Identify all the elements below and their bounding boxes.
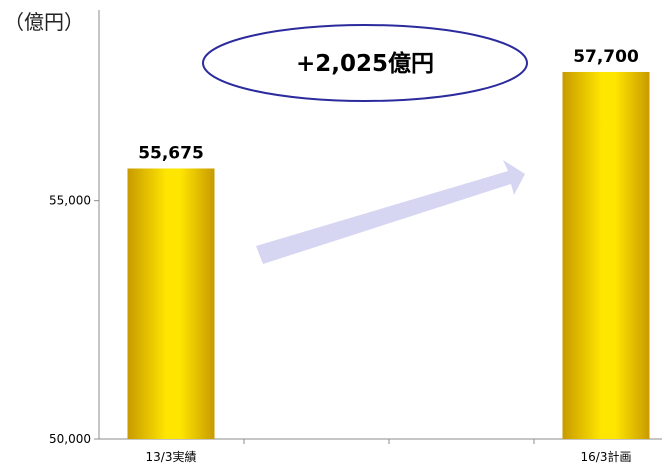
y-tick-label: 55,000 (49, 194, 91, 208)
growth-arrow (256, 160, 525, 264)
bar-value-label: 57,700 (573, 47, 639, 67)
x-tick-label: 16/3計画 (581, 449, 632, 464)
y-axis-unit-label: （億円） (4, 10, 84, 34)
bar-value-label: 55,675 (138, 143, 204, 163)
x-tick-label: 13/3実績 (146, 449, 197, 464)
difference-annotation: +2,025億円 (295, 51, 435, 77)
y-tick-label: 50,000 (49, 432, 91, 446)
bar (562, 71, 650, 439)
callout-ellipse (202, 24, 528, 102)
bar (127, 168, 215, 439)
